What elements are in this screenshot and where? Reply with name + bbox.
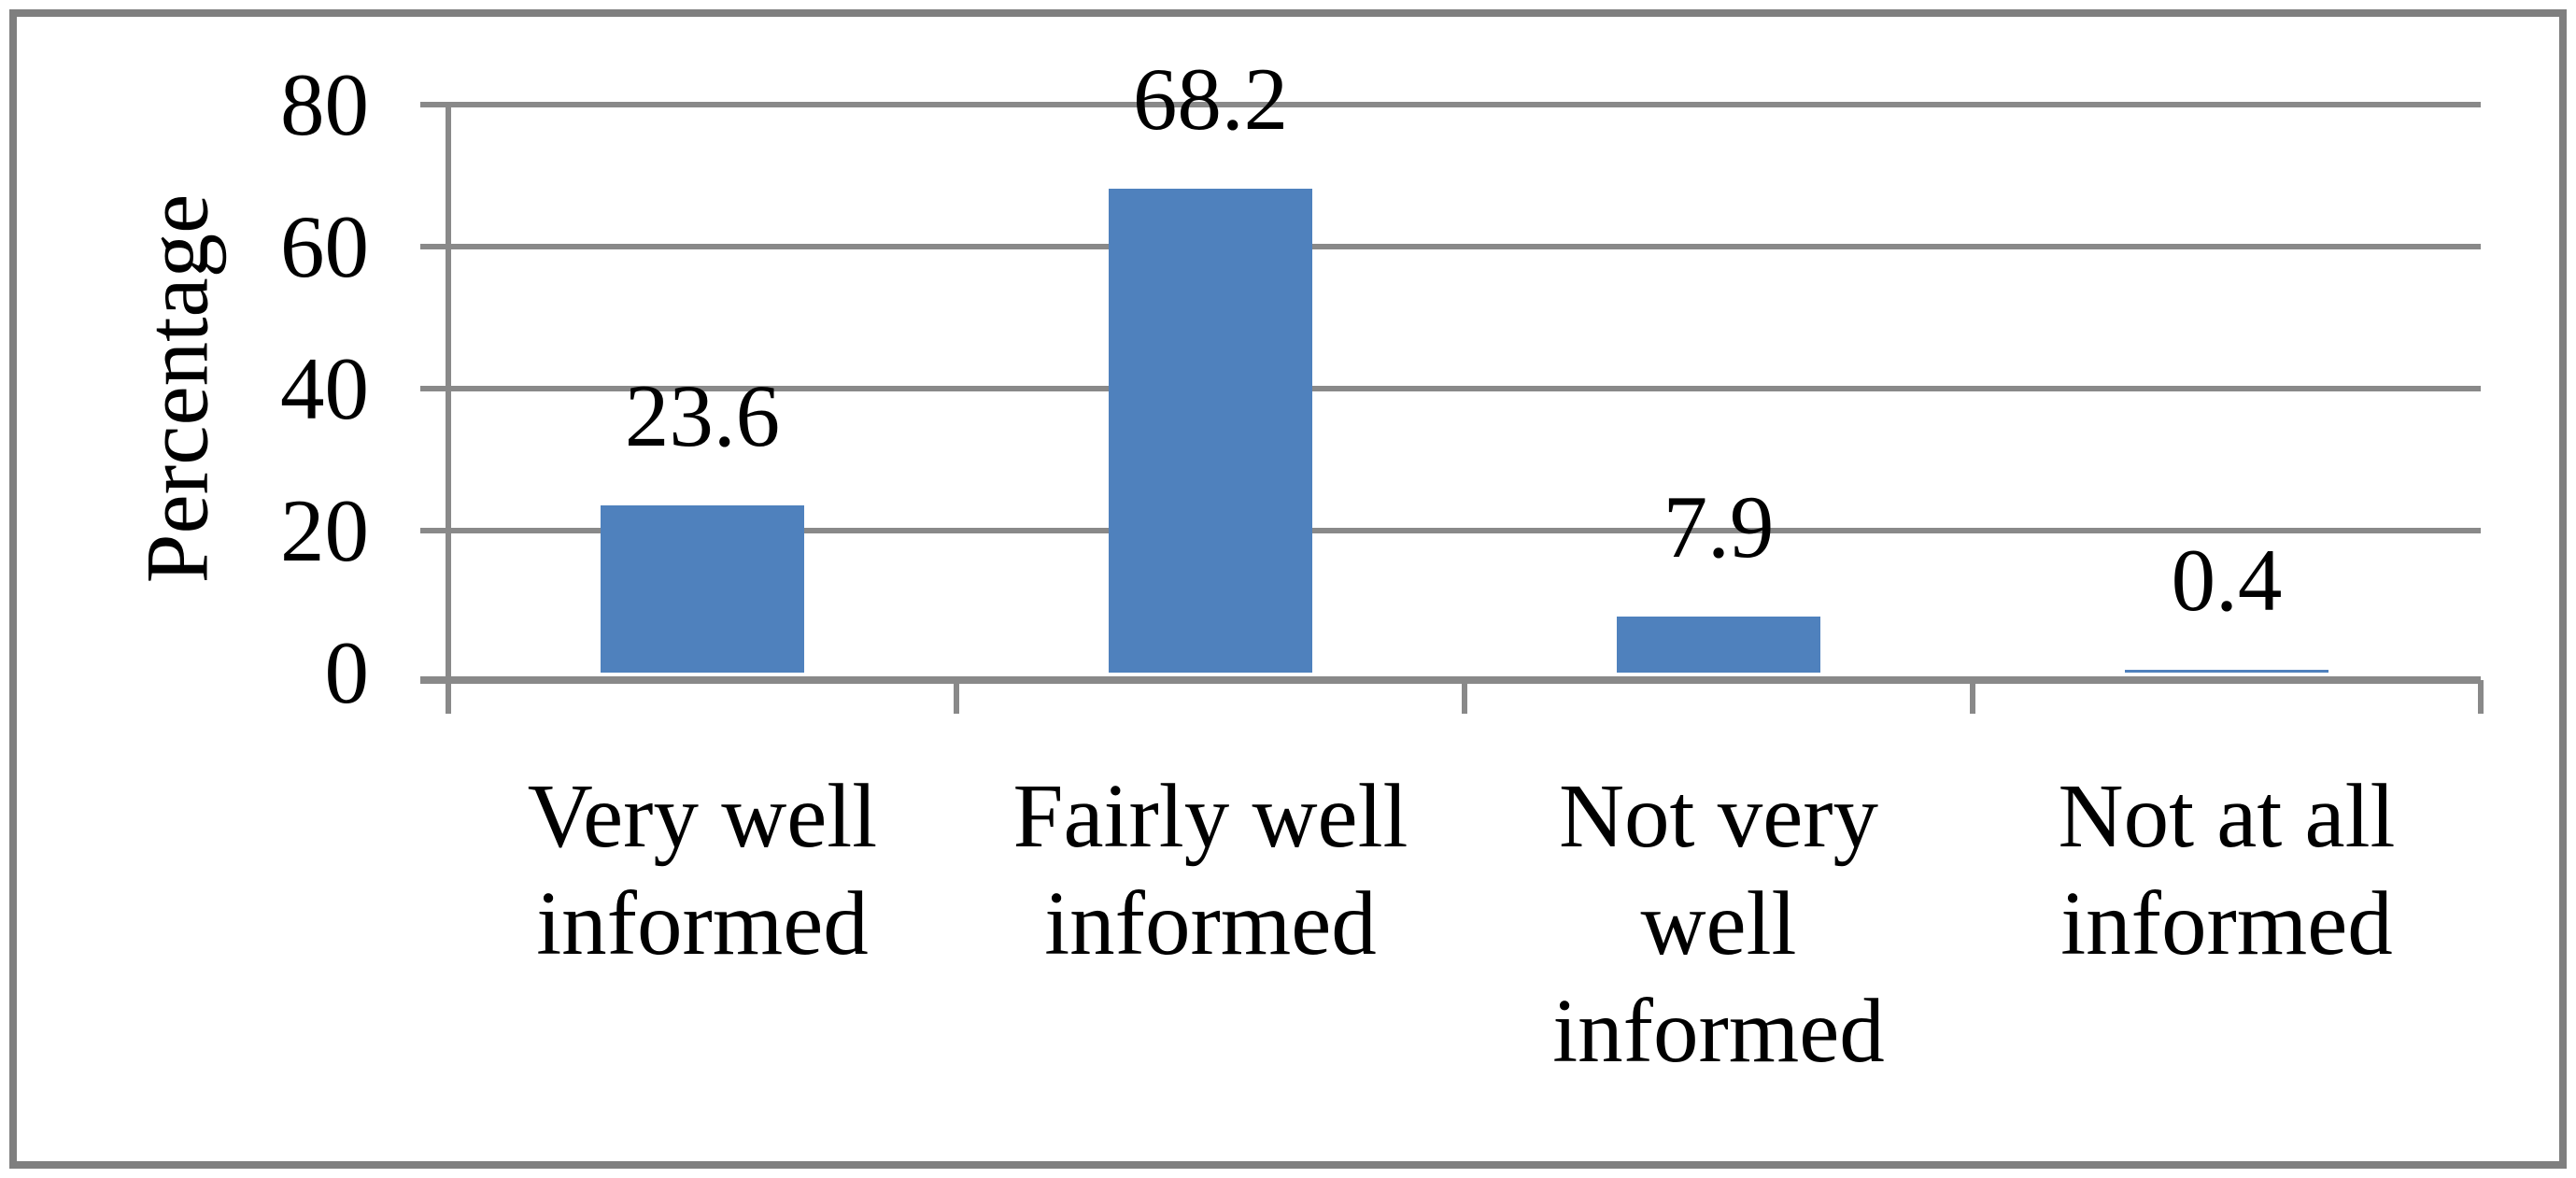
- x-category-label: Very well informed: [527, 766, 878, 973]
- x-axis-boundary-tick: [954, 680, 959, 714]
- bar-value-label: 7.9: [1663, 477, 1775, 576]
- figure-border: [9, 9, 2567, 1169]
- bar-category-2: [1109, 189, 1312, 673]
- plot-area: 23.6 68.2 7.9 0.4: [420, 55, 2484, 714]
- y-axis-line: [446, 105, 451, 703]
- x-category-label: Not very well informed: [1552, 766, 1885, 1081]
- y-tick-label-20: 20: [280, 481, 369, 580]
- y-tick-label-0: 0: [324, 623, 370, 722]
- bar-value-label: 23.6: [624, 366, 781, 465]
- gridline-80: [420, 102, 2481, 107]
- x-category-label: Not at all informed: [2058, 766, 2396, 973]
- y-tick-label-60: 60: [280, 197, 369, 296]
- x-axis-boundary-tick: [1462, 680, 1467, 714]
- gridline-20: [420, 528, 2481, 533]
- x-axis-boundary-tick: [446, 680, 451, 714]
- bar-category-3: [1617, 617, 1820, 673]
- x-category-label: Fairly well informed: [1012, 766, 1408, 973]
- gridline-40: [420, 386, 2481, 391]
- bar-category-1: [601, 505, 804, 673]
- gridline-60: [420, 244, 2481, 249]
- bar-value-label: 68.2: [1132, 50, 1289, 149]
- x-axis-line: [420, 676, 2481, 684]
- bar-value-label: 0.4: [2171, 531, 2283, 630]
- bar-category-4: [2125, 670, 2328, 673]
- x-axis-boundary-tick: [1970, 680, 1975, 714]
- y-tick-label-80: 80: [280, 55, 369, 154]
- x-axis-boundary-tick: [2478, 680, 2484, 714]
- y-tick-label-40: 40: [280, 339, 369, 438]
